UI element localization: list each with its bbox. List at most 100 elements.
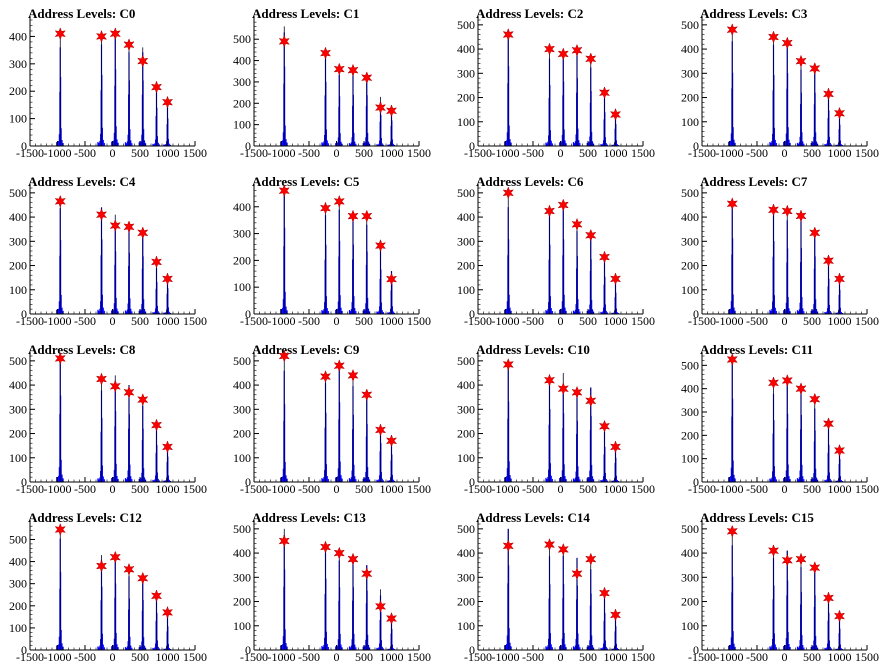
histogram-panel: Address Levels: C9 0 100 200 300 400 500 -1500-… <box>224 336 448 504</box>
histogram-bar <box>788 308 790 314</box>
peak-marker <box>319 540 332 554</box>
peak-marker <box>833 272 846 286</box>
peak-marker <box>822 417 835 431</box>
histogram-bar <box>815 468 817 482</box>
y-tick-label: 100 <box>457 451 475 465</box>
histogram-bar <box>617 648 619 650</box>
histogram-bar <box>574 477 577 482</box>
peak-marker <box>319 370 332 384</box>
y-tick-label: 0 <box>469 307 475 321</box>
histogram-bar <box>326 643 328 650</box>
y-tick-label: 200 <box>681 595 699 609</box>
histogram-bar <box>591 131 593 146</box>
histogram-bar <box>577 128 579 146</box>
histogram-bar <box>802 141 804 146</box>
peak-marker <box>781 553 793 567</box>
histogram-bar <box>801 635 803 650</box>
histogram-bar <box>367 467 369 482</box>
histogram-bar <box>506 140 508 146</box>
histogram-bar <box>140 478 142 482</box>
histogram-bar <box>591 476 594 482</box>
histogram-bar <box>826 311 828 314</box>
histogram-bar <box>775 142 777 146</box>
histogram-bar <box>98 647 100 650</box>
histogram-bar <box>815 132 817 146</box>
histogram-bar <box>335 477 337 482</box>
histogram-bar <box>803 311 805 314</box>
peak-marker <box>54 194 66 208</box>
y-tick-label: 400 <box>9 555 27 569</box>
histogram-bar <box>364 142 366 146</box>
histogram-bar <box>381 646 383 650</box>
histogram-bar <box>164 312 166 314</box>
histogram-bar <box>164 480 166 482</box>
histogram-bar <box>615 643 617 650</box>
x-tick-label: 1500 <box>631 482 655 496</box>
histogram-panel: Address Levels: C12 0 100 200 300 400 500 -1500… <box>0 504 224 672</box>
histogram-bar <box>58 475 60 482</box>
y-tick-label: 100 <box>233 118 251 132</box>
peak-marker <box>54 27 66 41</box>
histogram-bar <box>812 309 814 314</box>
histogram-bar <box>600 144 602 146</box>
histogram-bar <box>125 143 127 146</box>
x-tick-label: 0 <box>782 146 788 160</box>
x-tick-label: -500 <box>74 314 96 328</box>
histogram-bar <box>380 471 382 482</box>
histogram-bar <box>353 633 355 650</box>
peak-marker <box>609 440 622 454</box>
x-tick-label: -1000 <box>492 146 520 160</box>
x-tick-label: -500 <box>522 482 544 496</box>
histogram-bar <box>113 476 115 482</box>
histogram-bar <box>773 127 775 146</box>
histogram-bar <box>61 643 63 650</box>
histogram-bar <box>577 299 579 314</box>
y-tick-label: 200 <box>9 259 27 273</box>
histogram-bar <box>578 476 580 482</box>
histogram-bar <box>387 312 389 314</box>
histogram-bar <box>730 644 732 650</box>
x-tick-label: 1000 <box>604 650 628 664</box>
histogram-bar <box>588 477 590 482</box>
histogram-bar <box>130 645 132 650</box>
histogram-bar <box>591 635 593 650</box>
histogram-bar <box>284 461 286 482</box>
histogram-bar <box>143 129 145 146</box>
histogram-bar <box>824 647 826 650</box>
histogram-bar <box>578 644 580 650</box>
histogram-bar <box>367 308 370 314</box>
y-tick-label: 100 <box>681 283 699 297</box>
peak-marker <box>598 250 611 264</box>
histogram-bar <box>572 646 575 650</box>
x-tick-label: -500 <box>298 146 320 160</box>
y-tick-label: 300 <box>681 570 699 584</box>
y-tick-label: 400 <box>681 546 699 560</box>
peak-marker <box>109 550 121 564</box>
histogram-bar <box>783 646 785 650</box>
histogram-bar <box>115 297 117 314</box>
chart-title: Address Levels: C15 <box>700 510 814 525</box>
x-tick-label: 1500 <box>855 146 879 160</box>
peak-marker <box>123 562 135 576</box>
histogram-chart: Address Levels: C5 0 100 200 300 400 -1500 -100… <box>233 174 431 328</box>
x-tick-label: 1500 <box>183 146 207 160</box>
histogram-bar <box>600 311 602 314</box>
histogram-bar <box>138 142 140 146</box>
histogram-bar <box>167 643 169 650</box>
histogram-bar <box>367 634 369 650</box>
histogram-bar <box>604 304 606 314</box>
x-tick-label: 1000 <box>156 650 180 664</box>
peak-marker <box>557 542 569 556</box>
histogram-bar <box>601 312 603 314</box>
histogram-panel: Address Levels: C4 0 100 200 300 400 500 -1500-… <box>0 168 224 336</box>
x-tick-label: -500 <box>74 146 96 160</box>
histogram-bar <box>802 308 804 314</box>
histogram-bar <box>168 143 170 146</box>
histogram-bar <box>591 299 593 314</box>
histogram-bar <box>796 142 799 146</box>
histogram-bar <box>387 648 389 650</box>
histogram-chart: Address Levels: C15 0 100 200 300 400 500 -1500… <box>681 510 879 664</box>
histogram-bar <box>783 141 785 146</box>
histogram-bar <box>559 142 561 146</box>
x-tick-label: 0 <box>334 146 340 160</box>
